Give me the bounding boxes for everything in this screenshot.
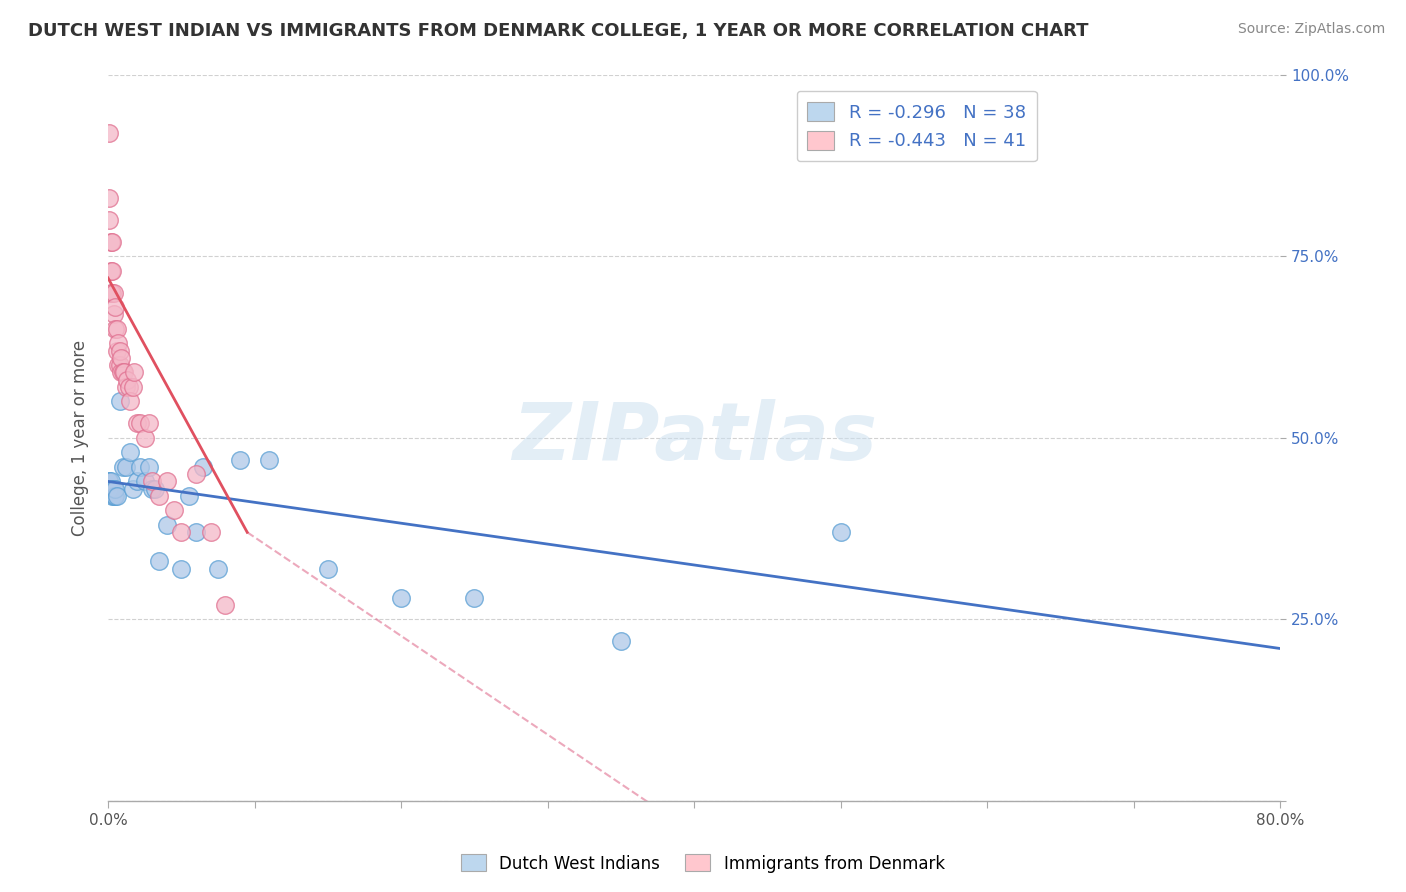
Point — [122, 380, 145, 394]
Y-axis label: College, 1 year or more: College, 1 year or more — [72, 340, 89, 536]
Point — [114, 380, 136, 394]
Point — [103, 285, 125, 300]
Point — [98, 126, 121, 140]
Point — [100, 482, 122, 496]
Point — [129, 417, 152, 431]
Point — [103, 307, 125, 321]
Point — [148, 554, 170, 568]
Text: DUTCH WEST INDIAN VS IMMIGRANTS FROM DENMARK COLLEGE, 1 YEAR OR MORE CORRELATION: DUTCH WEST INDIAN VS IMMIGRANTS FROM DEN… — [28, 22, 1088, 40]
Point — [104, 322, 127, 336]
Point — [100, 475, 122, 489]
Legend: R = -0.296   N = 38, R = -0.443   N = 41: R = -0.296 N = 38, R = -0.443 N = 41 — [797, 91, 1036, 161]
Point — [98, 482, 121, 496]
Point — [141, 482, 163, 496]
Point — [155, 518, 177, 533]
Point — [104, 482, 127, 496]
Point — [463, 591, 485, 605]
Point — [114, 459, 136, 474]
Point — [110, 351, 132, 365]
Point — [127, 417, 149, 431]
Point — [115, 373, 138, 387]
Point — [104, 300, 127, 314]
Text: ZIPatlas: ZIPatlas — [512, 399, 877, 477]
Point — [138, 459, 160, 474]
Point — [101, 285, 124, 300]
Point — [155, 475, 177, 489]
Point — [101, 263, 124, 277]
Point — [122, 482, 145, 496]
Point — [316, 561, 339, 575]
Point — [148, 489, 170, 503]
Point — [110, 366, 132, 380]
Point — [105, 343, 128, 358]
Point — [134, 431, 156, 445]
Point — [103, 489, 125, 503]
Point — [200, 525, 222, 540]
Point — [108, 343, 131, 358]
Point — [229, 452, 252, 467]
Point — [389, 591, 412, 605]
Point — [170, 561, 193, 575]
Text: Source: ZipAtlas.com: Source: ZipAtlas.com — [1237, 22, 1385, 37]
Legend: Dutch West Indians, Immigrants from Denmark: Dutch West Indians, Immigrants from Denm… — [454, 847, 952, 880]
Point — [214, 598, 236, 612]
Point — [117, 380, 139, 394]
Point — [108, 358, 131, 372]
Point — [257, 452, 280, 467]
Point — [103, 482, 125, 496]
Point — [177, 489, 200, 503]
Point — [100, 482, 122, 496]
Point — [101, 482, 124, 496]
Point — [111, 366, 134, 380]
Point — [98, 212, 121, 227]
Point — [118, 445, 141, 459]
Point — [98, 475, 121, 489]
Point — [830, 525, 852, 540]
Point — [129, 459, 152, 474]
Point — [107, 336, 129, 351]
Point — [108, 394, 131, 409]
Point — [100, 263, 122, 277]
Point — [134, 475, 156, 489]
Point — [100, 235, 122, 249]
Point — [98, 475, 121, 489]
Point — [610, 634, 633, 648]
Point — [101, 489, 124, 503]
Point — [163, 503, 186, 517]
Point — [207, 561, 229, 575]
Point — [107, 358, 129, 372]
Point — [104, 489, 127, 503]
Point — [143, 482, 166, 496]
Point — [127, 475, 149, 489]
Point — [138, 417, 160, 431]
Point — [184, 467, 207, 482]
Point — [105, 322, 128, 336]
Point — [105, 489, 128, 503]
Point — [98, 191, 121, 205]
Point — [112, 366, 135, 380]
Point — [100, 285, 122, 300]
Point — [141, 475, 163, 489]
Point — [118, 394, 141, 409]
Point — [124, 366, 146, 380]
Point — [193, 459, 215, 474]
Point — [170, 525, 193, 540]
Point — [184, 525, 207, 540]
Point — [101, 235, 124, 249]
Point — [111, 459, 134, 474]
